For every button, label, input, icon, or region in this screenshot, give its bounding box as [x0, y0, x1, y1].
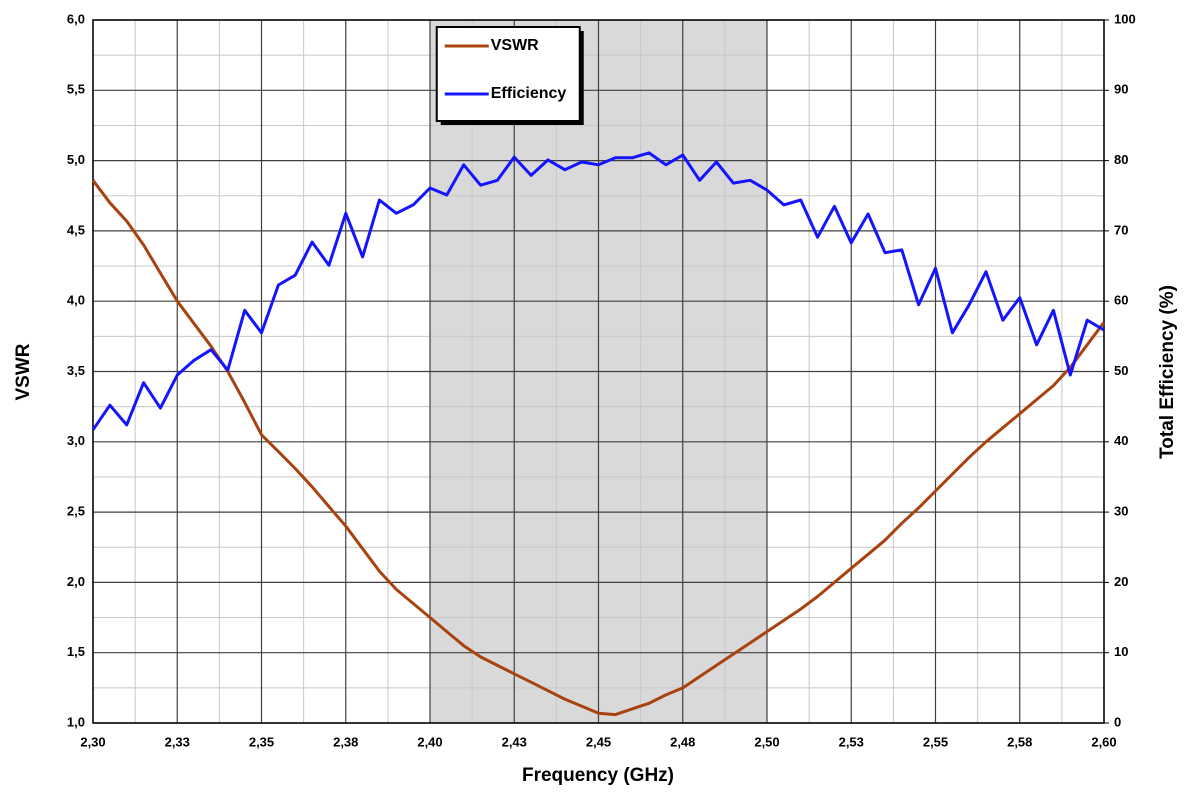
x-tick-label: 2,60: [1091, 734, 1116, 749]
y-tick-label: 6,0: [67, 11, 85, 26]
y-axis-title: VSWR: [13, 343, 34, 400]
x-tick-label: 2,53: [839, 734, 864, 749]
series-line: [91, 179, 1106, 717]
y2-tick-label: 10: [1114, 644, 1128, 659]
legend-label: Efficiency: [491, 85, 567, 102]
x-tick-label: 2,40: [417, 734, 442, 749]
y2-tick-label: 30: [1114, 504, 1128, 519]
y2-tick-label: 60: [1114, 293, 1128, 308]
legend-label: VSWR: [491, 37, 539, 54]
y-tick-label: 1,5: [67, 644, 85, 659]
y-tick-label: 2,0: [67, 574, 85, 589]
y2-tick-label: 20: [1114, 574, 1128, 589]
y2-axis-title: Total Efficiency (%): [1157, 285, 1178, 459]
y2-tick-label: 40: [1114, 433, 1128, 448]
y2-tick-label: 90: [1114, 82, 1128, 97]
x-tick-label: 2,55: [923, 734, 948, 749]
y-tick-label: 3,0: [67, 433, 85, 448]
x-tick-label: 2,30: [80, 734, 105, 749]
x-tick-label: 2,38: [333, 734, 358, 749]
legend: VSWR Efficiency: [435, 26, 584, 125]
y-tick-label: 5,5: [67, 82, 85, 97]
y-tick-label: 2,5: [67, 504, 85, 519]
plot-frame: [92, 19, 1105, 724]
x-tick-label: 2,43: [502, 734, 527, 749]
y2-tick-label: 70: [1114, 222, 1128, 237]
legend-box: [435, 26, 581, 122]
x-axis-title: Frequency (GHz): [522, 765, 674, 786]
x-tick-label: 2,48: [670, 734, 695, 749]
x-tick-label: 2,35: [249, 734, 274, 749]
y-tick-label: 4,5: [67, 222, 85, 237]
y2-tick-label: 100: [1114, 11, 1136, 26]
y-tick-label: 5,0: [67, 152, 85, 167]
y2-tick-label: 50: [1114, 363, 1128, 378]
series-line: [91, 151, 1105, 431]
x-tick-label: 2,58: [1007, 734, 1032, 749]
y2-tick-label: 0: [1114, 714, 1121, 729]
y-tick-label: 3,5: [67, 363, 85, 378]
x-tick-label: 2,45: [586, 734, 611, 749]
x-tick-label: 2,33: [165, 734, 190, 749]
y2-tick-label: 80: [1114, 152, 1128, 167]
y-tick-label: 4,0: [67, 293, 85, 308]
x-tick-label: 2,50: [754, 734, 779, 749]
y-tick-label: 1,0: [67, 714, 85, 729]
